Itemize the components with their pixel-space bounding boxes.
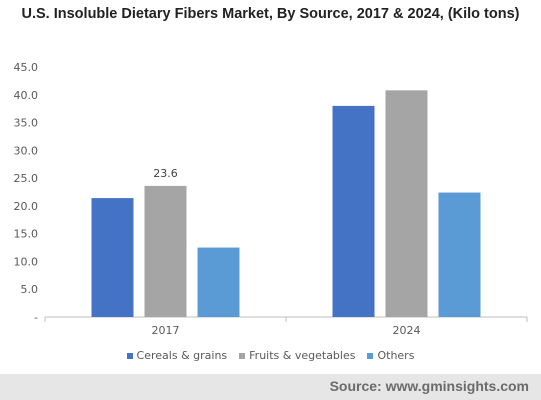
bar-chart: - 5.0 10.0 15.0 20.0 25.0 30.0 35.0 40.0 45.0 2017… (14, 61, 528, 337)
y-tick-label: 45.0 (14, 61, 39, 74)
bar-2-2017 (144, 185, 187, 317)
data-label: 23.6 (153, 167, 178, 180)
source-footer: Source: www.gminsights.com (0, 374, 541, 400)
y-tick-label: 10.0 (14, 255, 39, 268)
x-tick-label: 2024 (393, 324, 421, 337)
y-tick-label: 15.0 (14, 228, 39, 241)
y-tick-label: 20.0 (14, 200, 39, 213)
legend-swatch (239, 352, 246, 359)
chart-title: U.S. Insoluble Dietary Fibers Market, By… (21, 6, 520, 22)
legend-item: Fruits & vegetables (239, 349, 355, 362)
x-tick-label: 2017 (152, 324, 180, 337)
y-tick-label: 35.0 (14, 117, 39, 130)
legend-label: Others (377, 349, 415, 362)
y-tick-label: 25.0 (14, 172, 39, 185)
y-tick-label: 40.0 (14, 89, 39, 102)
legend-swatch (367, 352, 374, 359)
bar-2-2024 (385, 90, 428, 317)
y-tick-label: - (34, 311, 38, 324)
source-text: Source: www.gminsights.com (329, 378, 529, 394)
bar-3-2024 (438, 192, 481, 317)
y-tick-label: 5.0 (21, 283, 39, 296)
bar-1-2024 (332, 105, 375, 317)
bar-1-2017 (91, 198, 134, 317)
legend-item: Cereals & grains (126, 349, 228, 362)
legend-item: Others (367, 349, 414, 362)
legend-swatch (126, 352, 133, 359)
legend-label: Cereals & grains (136, 349, 228, 362)
chart-legend: Cereals & grains Fruits & vegetables Other… (0, 349, 541, 362)
y-tick-label: 30.0 (14, 144, 39, 157)
bar-3-2017 (197, 247, 240, 317)
legend-label: Fruits & vegetables (249, 349, 356, 362)
